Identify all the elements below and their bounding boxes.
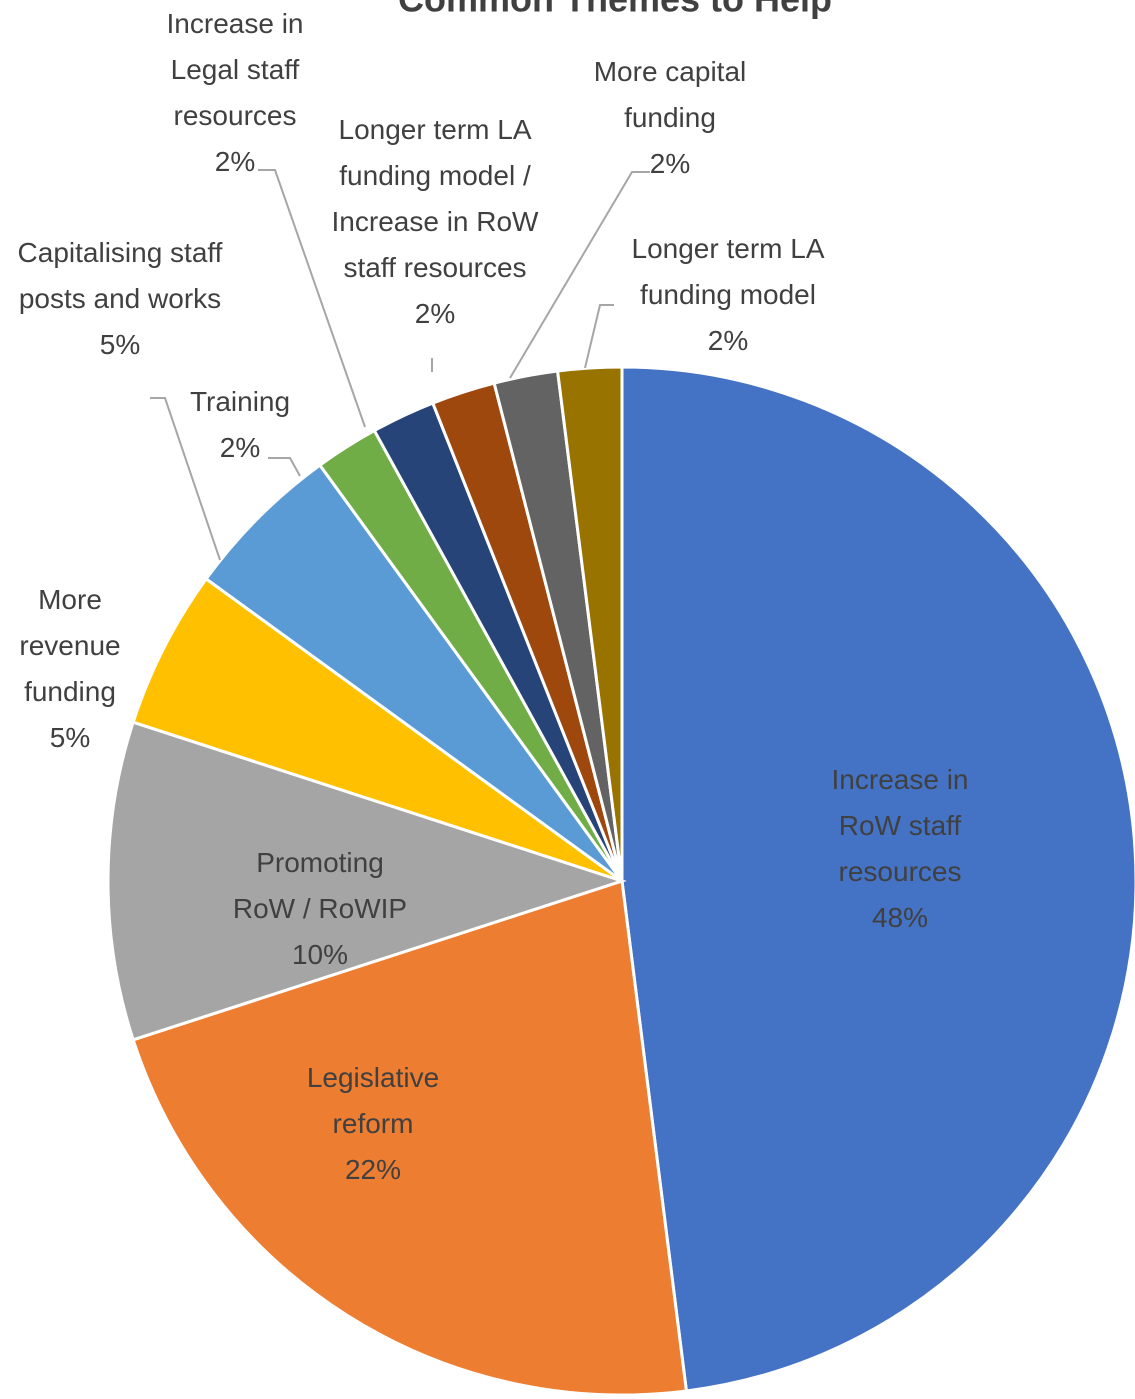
- pie-slice: [131, 576, 623, 883]
- value-label: 48%: [871, 902, 929, 933]
- leader-line: [258, 169, 366, 428]
- category-label: Training: [189, 386, 291, 417]
- data-label: Promoting RoW / RoWIP 10%: [225, 840, 415, 978]
- data-label: Longer term LA funding model / Increase …: [320, 107, 550, 337]
- value-label: 10%: [291, 939, 349, 970]
- leader-line: [584, 304, 614, 369]
- value-label: 2%: [214, 146, 256, 177]
- data-label: Increase in RoW staff resources 48%: [810, 757, 990, 941]
- data-label: Training 2%: [170, 379, 310, 471]
- leader-line: [268, 457, 301, 477]
- data-label: Increase in Legal staff resources 2%: [145, 1, 325, 185]
- category-label: Legislative reform: [306, 1062, 440, 1139]
- category-label: Promoting RoW / RoWIP: [232, 847, 408, 924]
- pie-slice: [555, 365, 624, 882]
- data-label: Legislative reform 22%: [283, 1055, 463, 1193]
- value-label: 2%: [649, 148, 691, 179]
- pie-slice: [204, 463, 624, 883]
- category-label: More revenue funding: [19, 584, 121, 707]
- category-label: Longer term LA funding model: [631, 233, 825, 310]
- category-label: Longer term LA funding model / Increase …: [331, 114, 539, 283]
- chart-title: Common Themes to Help: [398, 0, 832, 20]
- value-label: 5%: [49, 722, 91, 753]
- value-label: 22%: [344, 1154, 402, 1185]
- value-label: 5%: [99, 329, 141, 360]
- category-label: Increase in RoW staff resources: [831, 764, 969, 887]
- value-label: 2%: [414, 298, 456, 329]
- category-label: Increase in Legal staff resources: [166, 8, 304, 131]
- category-label: More capital funding: [593, 56, 747, 133]
- data-label: More revenue funding 5%: [10, 577, 130, 761]
- category-label: Capitalising staff posts and works: [17, 237, 223, 314]
- leader-line: [150, 397, 221, 561]
- leader-line: [509, 171, 650, 379]
- data-label: More capital funding 2%: [570, 49, 770, 187]
- pie-slice: [106, 720, 627, 1042]
- data-label: Longer term LA funding model 2%: [608, 226, 848, 364]
- value-label: 2%: [707, 325, 749, 356]
- pie-slice: [131, 879, 689, 1397]
- data-label: Capitalising staff posts and works 5%: [5, 230, 235, 368]
- value-label: 2%: [219, 432, 261, 463]
